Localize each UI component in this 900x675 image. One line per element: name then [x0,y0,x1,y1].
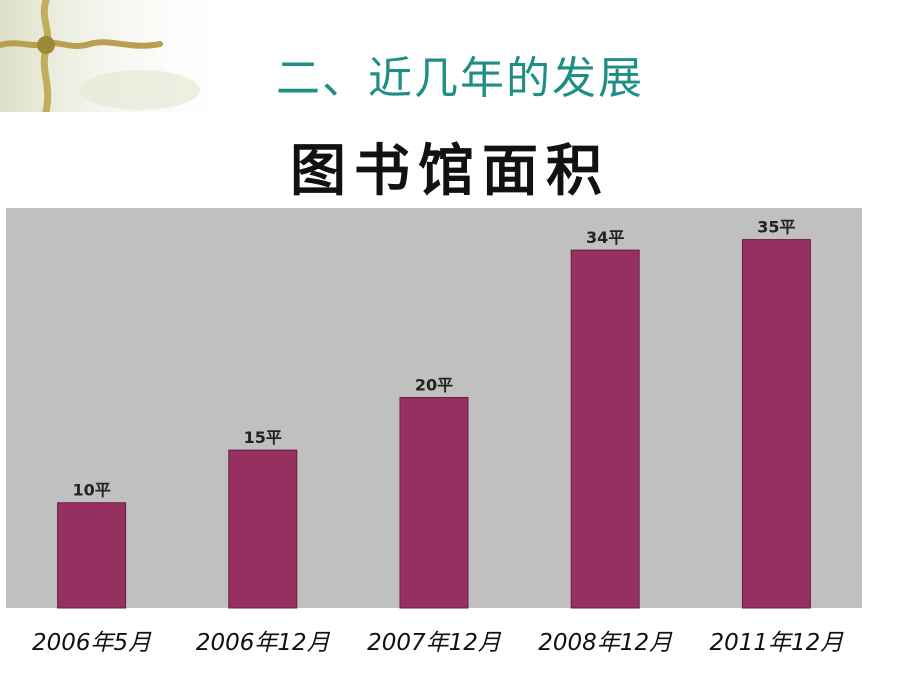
data-labels-group: 10平 15平 20平 34平 35平 [72,218,795,500]
x-tick-label-1: 2006年5月 [32,630,152,656]
x-tick-label-3: 2007年12月 [367,630,502,656]
data-label-3: 20平 [415,375,453,394]
x-tick-labels-group: 2006年5月 2006年12月 2007年12月 2008年12月 2011年12月 [32,630,844,656]
bar-1 [57,502,127,609]
bar-5 [741,239,811,609]
x-tick-label-5: 2011年12月 [709,630,844,656]
slide-title: 二、近几年的发展 [276,53,644,104]
bars-group [57,239,811,609]
bar-4 [570,249,640,609]
data-label-5: 35平 [757,218,795,237]
x-tick-label-2: 2006年12月 [196,630,331,656]
data-label-2: 15平 [244,428,282,447]
x-tick-label-4: 2008年12月 [538,630,673,656]
data-label-1: 10平 [72,481,110,500]
data-label-4: 34平 [586,228,624,247]
chart-title: 图书馆面积 [290,139,610,204]
slide-header: 二、近几年的发展 [0,0,900,112]
bar-3 [399,396,469,609]
floral-decoration-icon [0,0,240,112]
bar-2 [228,449,298,609]
